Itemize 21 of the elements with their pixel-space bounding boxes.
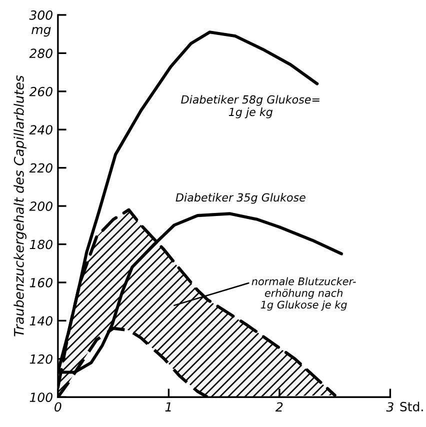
x-tick-label: 0 — [54, 402, 62, 412]
y-tick-label: 200 — [29, 202, 52, 211]
x-axis-title: Std. — [400, 402, 423, 412]
x-tick-label: 2 — [276, 402, 283, 412]
y-tick-label: 120 — [30, 354, 52, 364]
text: mg — [32, 26, 51, 37]
y-tick-label: 240 — [29, 125, 52, 135]
y-tick-label: 300 — [29, 10, 52, 20]
y-tick-label: 100 — [30, 392, 52, 402]
annotation: Diabetiker 35g Glukose — [176, 193, 306, 204]
y-axis-title: Traubenzuckergehalt des Capillarblutes — [14, 75, 26, 336]
y-tick-label: 280 — [29, 48, 52, 58]
x-tick-label: 1 — [165, 402, 171, 412]
y-tick-label: 160 — [30, 278, 52, 288]
y-tick-label: 140 — [30, 316, 52, 326]
y-tick-label: 180 — [30, 240, 52, 250]
y-tick-label: 260 — [29, 86, 52, 96]
y-tick-label: 220 — [29, 163, 52, 173]
x-tick-label: 3 — [386, 402, 394, 412]
annotation: normale Blutzucker- erhöhung nach 1g Glukose je kg — [252, 277, 356, 311]
annotation: Diabetiker 58g Glukose= 1g je kg — [181, 95, 320, 118]
